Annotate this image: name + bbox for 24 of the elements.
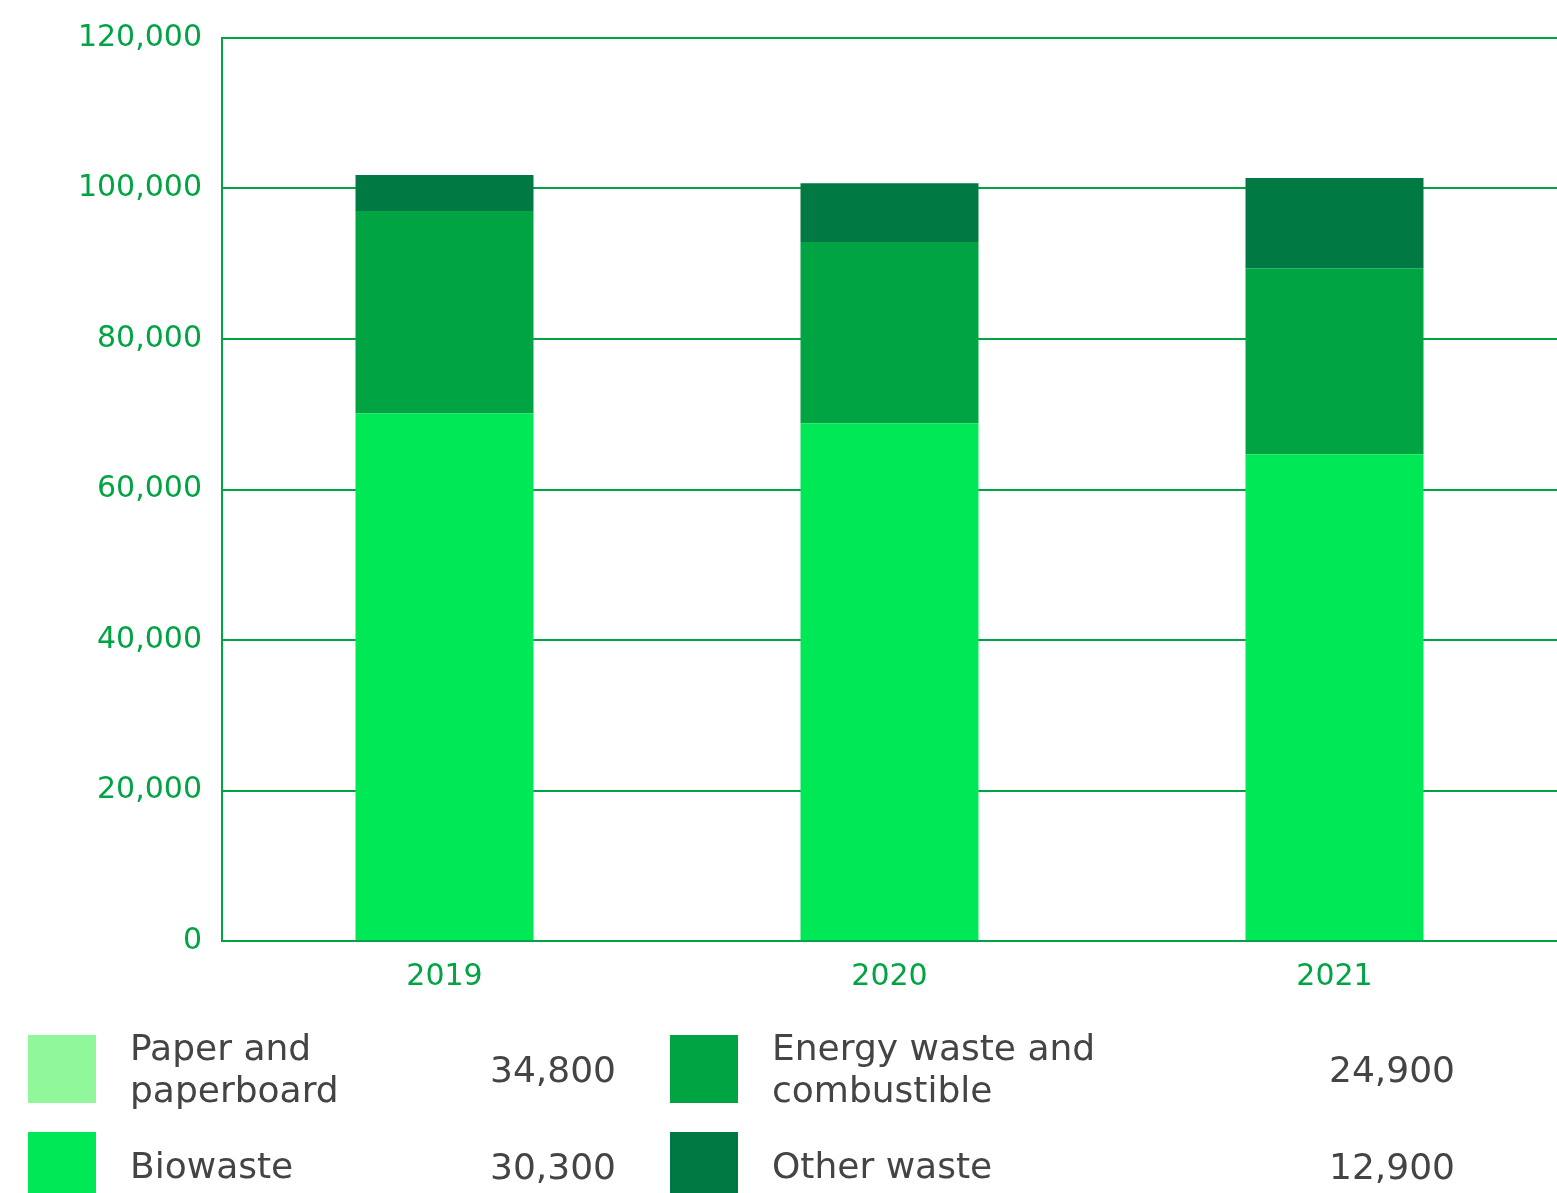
legend-label: Paper and paperboard	[130, 1027, 340, 1111]
y-tick-label: 40,000	[97, 619, 202, 655]
y-tick-label: 80,000	[97, 318, 202, 354]
y-tick-label: 120,000	[77, 17, 202, 53]
x-tick-label: 2020	[851, 956, 928, 992]
text: 34,800	[490, 1048, 616, 1090]
bar	[800, 183, 979, 242]
text: 30,300	[490, 1145, 616, 1187]
y-tick-label: 20,000	[97, 770, 202, 806]
y-tick-label: 100,000	[77, 168, 202, 204]
bar	[1245, 177, 1424, 269]
text: 12,900	[1329, 1145, 1455, 1187]
y-tick-label: 0	[182, 920, 202, 956]
legend-label: Biowaste	[130, 1145, 295, 1187]
legend-label: Energy waste and combustible	[772, 1027, 1097, 1111]
bar	[1245, 454, 1424, 940]
bar	[355, 413, 534, 940]
bar	[355, 174, 534, 212]
legend-label: Other waste	[772, 1145, 994, 1187]
x-tick-label: 2019	[406, 956, 483, 992]
bar	[800, 423, 979, 940]
x-tick-label: 2021	[1296, 956, 1373, 992]
y-tick-label: 60,000	[97, 469, 202, 505]
text: 24,900	[1329, 1048, 1455, 1090]
